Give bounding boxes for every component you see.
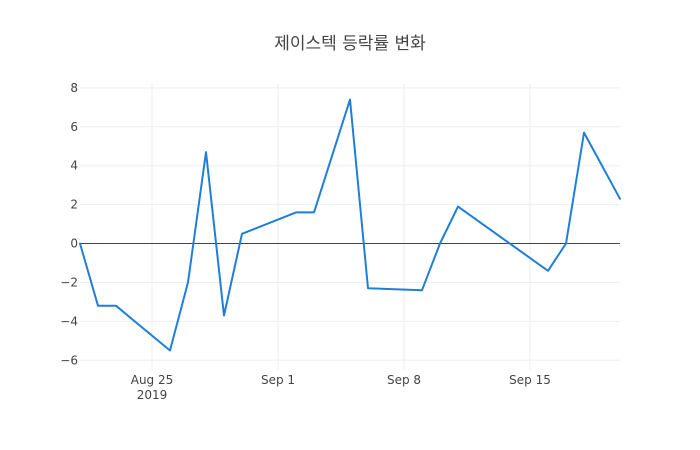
x-tick-label: Aug 25 bbox=[131, 373, 174, 387]
y-axis: 8 6 4 2 0 −2 −4 −6 bbox=[60, 81, 78, 367]
y-tick-label: −4 bbox=[60, 314, 78, 328]
series-line-0 bbox=[79, 98, 621, 352]
x-tick-year-label: 2019 bbox=[137, 388, 168, 402]
x-tick-label: Sep 8 bbox=[387, 373, 421, 387]
x-tick-label: Sep 1 bbox=[261, 373, 295, 387]
y-tick-label: 4 bbox=[70, 159, 78, 173]
y-tick-label: 2 bbox=[70, 198, 78, 212]
x-tick-label: Sep 15 bbox=[509, 373, 551, 387]
y-tick-label: −6 bbox=[60, 353, 78, 367]
y-tick-label: 8 bbox=[70, 81, 78, 95]
series-lines bbox=[79, 98, 621, 352]
grid-lines bbox=[80, 84, 620, 370]
chart-title: 제이스텍 등락률 변화 bbox=[274, 34, 426, 54]
y-tick-label: −2 bbox=[60, 275, 78, 289]
y-tick-label: 0 bbox=[70, 237, 78, 251]
y-tick-label: 6 bbox=[70, 120, 78, 134]
